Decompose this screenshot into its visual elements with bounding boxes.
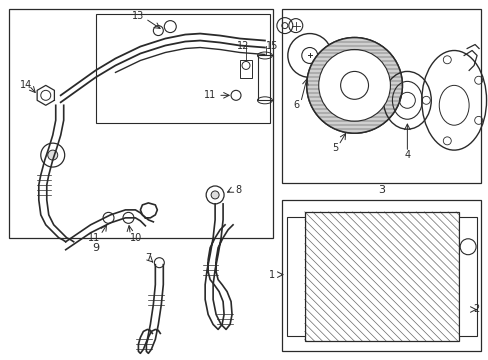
Bar xyxy=(458,217,476,336)
Text: 11: 11 xyxy=(203,90,216,100)
Bar xyxy=(304,212,458,341)
Text: 7: 7 xyxy=(145,253,151,263)
Text: 4: 4 xyxy=(404,150,409,160)
Bar xyxy=(9,9,272,238)
Text: 5: 5 xyxy=(332,143,338,153)
Text: 11: 11 xyxy=(87,233,100,243)
Text: 9: 9 xyxy=(92,243,99,253)
Circle shape xyxy=(306,37,402,133)
Circle shape xyxy=(318,50,389,121)
Text: 10: 10 xyxy=(130,233,142,243)
Bar xyxy=(286,217,304,336)
Text: 12: 12 xyxy=(236,41,249,50)
Text: 14: 14 xyxy=(20,80,32,90)
Bar xyxy=(258,55,272,100)
Text: 6: 6 xyxy=(293,100,299,110)
Bar xyxy=(240,60,251,78)
Text: 15: 15 xyxy=(265,41,278,50)
Text: 8: 8 xyxy=(234,185,241,195)
Bar xyxy=(304,212,458,341)
Circle shape xyxy=(48,150,58,160)
Text: 13: 13 xyxy=(132,11,144,21)
Bar xyxy=(281,9,480,183)
Bar xyxy=(95,14,269,123)
Text: 1: 1 xyxy=(268,270,274,280)
Circle shape xyxy=(211,191,219,199)
Text: 3: 3 xyxy=(377,185,384,195)
Text: 2: 2 xyxy=(472,305,478,315)
Bar xyxy=(281,200,480,351)
